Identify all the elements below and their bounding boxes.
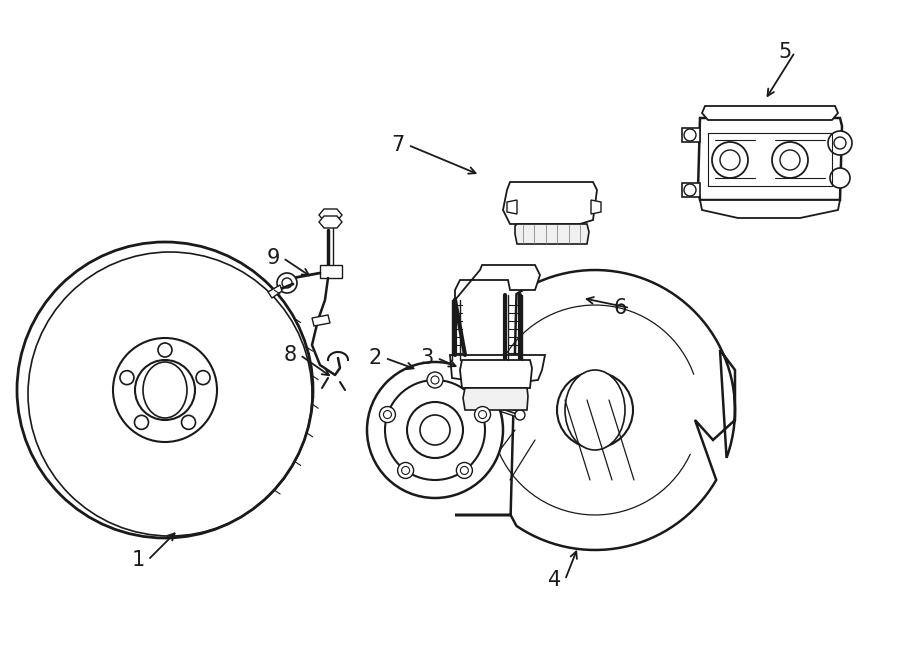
Circle shape xyxy=(515,410,525,420)
Polygon shape xyxy=(503,182,597,224)
Circle shape xyxy=(474,407,490,422)
Circle shape xyxy=(431,376,439,384)
Circle shape xyxy=(772,142,808,178)
Circle shape xyxy=(684,129,696,141)
Circle shape xyxy=(383,410,392,418)
Polygon shape xyxy=(463,388,528,410)
Circle shape xyxy=(834,137,846,149)
Circle shape xyxy=(427,372,443,388)
Polygon shape xyxy=(455,270,735,550)
Polygon shape xyxy=(702,106,838,120)
Circle shape xyxy=(720,150,740,170)
Text: 5: 5 xyxy=(778,42,792,62)
Circle shape xyxy=(282,278,292,288)
Circle shape xyxy=(367,362,503,498)
Circle shape xyxy=(113,338,217,442)
Polygon shape xyxy=(460,360,532,388)
Text: 8: 8 xyxy=(284,345,297,365)
Circle shape xyxy=(134,415,148,430)
Polygon shape xyxy=(312,315,330,326)
Ellipse shape xyxy=(565,370,625,450)
Polygon shape xyxy=(682,183,700,197)
Circle shape xyxy=(461,467,468,475)
Circle shape xyxy=(135,360,195,420)
Circle shape xyxy=(120,371,134,385)
Circle shape xyxy=(380,407,395,422)
Polygon shape xyxy=(268,285,282,298)
Text: 9: 9 xyxy=(266,248,280,268)
Polygon shape xyxy=(591,200,601,214)
Circle shape xyxy=(196,371,210,385)
Circle shape xyxy=(456,463,472,479)
Circle shape xyxy=(158,343,172,357)
Text: 1: 1 xyxy=(131,550,145,570)
Text: 4: 4 xyxy=(548,570,562,590)
Circle shape xyxy=(780,150,800,170)
Circle shape xyxy=(712,142,748,178)
Text: 7: 7 xyxy=(392,135,405,155)
Polygon shape xyxy=(515,224,589,244)
Circle shape xyxy=(277,273,297,293)
Polygon shape xyxy=(698,118,842,200)
Circle shape xyxy=(557,372,633,448)
Circle shape xyxy=(385,380,485,480)
Circle shape xyxy=(407,402,463,458)
Circle shape xyxy=(182,415,195,430)
Polygon shape xyxy=(450,355,545,385)
Polygon shape xyxy=(320,265,342,278)
Circle shape xyxy=(830,168,850,188)
Polygon shape xyxy=(319,216,342,228)
Circle shape xyxy=(479,410,487,418)
Circle shape xyxy=(684,184,696,196)
Polygon shape xyxy=(507,200,517,214)
Text: 3: 3 xyxy=(420,348,434,368)
Text: 2: 2 xyxy=(368,348,382,368)
Circle shape xyxy=(401,467,410,475)
Polygon shape xyxy=(682,128,700,142)
Text: 6: 6 xyxy=(613,298,626,318)
Ellipse shape xyxy=(143,362,187,418)
Circle shape xyxy=(420,415,450,445)
Circle shape xyxy=(398,463,414,479)
Circle shape xyxy=(828,131,852,155)
Polygon shape xyxy=(700,200,840,218)
Polygon shape xyxy=(319,209,342,221)
Circle shape xyxy=(17,242,313,538)
Polygon shape xyxy=(455,265,540,300)
